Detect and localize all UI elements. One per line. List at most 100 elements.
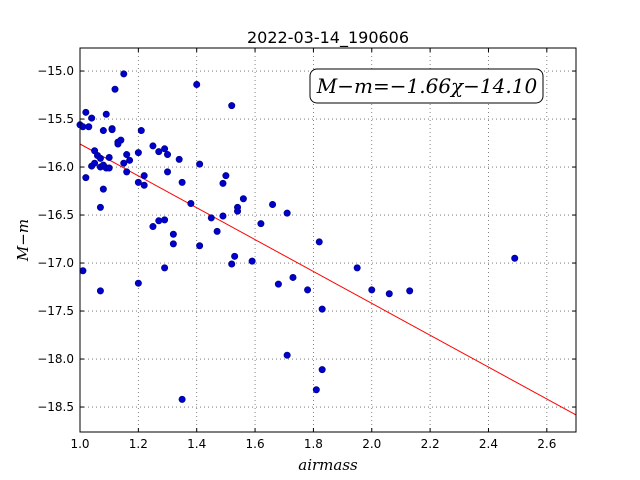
data-point [353,264,361,272]
data-point [187,200,195,208]
data-point [178,395,186,403]
data-point [248,257,256,265]
fit-line [79,143,577,416]
data-point [283,209,291,217]
data-point [155,217,163,225]
data-point [368,286,376,294]
data-point [161,264,169,272]
data-point [511,254,519,262]
y-tick-label: −16.0 [37,160,74,174]
data-point [102,110,110,118]
data-point [134,149,142,157]
data-point [213,227,221,235]
data-point [318,305,326,313]
data-point [120,70,128,78]
data-point [137,127,145,135]
axis-ticks: 1.0 1.2 1.4 1.6 1.8 2.0 2.2 2.4 2.6 −15.0 −15.5 −16… [37,48,576,451]
data-point [140,172,148,180]
data-point [219,179,227,187]
x-tick-label: 2.0 [362,437,381,451]
data-point [283,351,291,359]
data-point [123,168,131,176]
data-point [169,240,177,248]
data-point [239,195,247,203]
x-tick-label: 1.8 [304,437,323,451]
data-point [105,153,113,161]
y-tick-label: −16.5 [37,208,74,222]
data-point [228,260,236,268]
data-point [178,178,186,186]
data-point [207,214,215,222]
annotation-text: M−m=−1.66χ−14.10 [316,74,538,98]
y-tick-label: −18.0 [37,352,74,366]
x-tick-label: 2.4 [479,437,498,451]
x-tick-label: 1.6 [246,437,265,451]
data-points [76,70,519,403]
data-point [96,154,104,162]
y-tick-label: −18.5 [37,400,74,414]
data-point [231,252,239,260]
annotation-box [309,68,544,104]
data-point [105,164,113,172]
data-point [257,220,265,228]
y-tick-label: −15.5 [37,112,74,126]
data-point [196,242,204,250]
data-point [222,172,230,180]
data-point [406,287,414,295]
plot-frame [79,47,577,433]
grid [80,48,576,432]
x-tick-label: 1.2 [129,437,148,451]
fit-line-group [79,143,577,416]
data-point [155,148,163,156]
x-tick-label: 2.6 [537,437,556,451]
data-point [149,223,157,231]
fit-annotation: M−m=−1.66χ−14.10 [309,68,544,104]
data-point [318,366,326,374]
data-point [91,159,99,167]
data-point [169,230,177,238]
data-point [82,108,90,116]
data-point [134,178,142,186]
data-point [234,207,242,215]
data-point [79,267,87,275]
data-point [117,136,125,144]
chart-title: 2022-03-14_190606 [247,28,409,48]
data-point [134,279,142,287]
data-point [274,280,282,288]
data-point [228,102,236,110]
data-point [193,80,201,88]
data-point [111,85,119,93]
x-tick-label: 2.2 [421,437,440,451]
data-point [175,155,183,163]
y-tick-label: −15.0 [37,64,74,78]
data-point [99,127,107,135]
data-point [88,114,96,122]
data-point [123,151,131,159]
data-point [126,156,134,164]
data-point [289,273,297,281]
data-point [108,126,116,134]
data-point [140,181,148,189]
data-point [161,216,169,224]
data-point [304,286,312,294]
data-point [196,160,204,168]
data-point [164,168,172,176]
data-point [99,185,107,193]
y-tick-label: −17.0 [37,256,74,270]
data-point [82,174,90,182]
data-point [315,238,323,246]
data-point [312,386,320,394]
data-point [219,212,227,220]
x-axis-label: airmass [298,456,358,474]
x-tick-label: 1.0 [70,437,89,451]
data-point [164,151,172,159]
y-tick-label: −17.5 [37,304,74,318]
data-point [385,290,393,298]
data-point [79,123,87,131]
data-point [96,203,104,211]
data-point [120,159,128,167]
data-point [269,200,277,208]
data-point [85,123,93,131]
data-point [161,145,169,153]
